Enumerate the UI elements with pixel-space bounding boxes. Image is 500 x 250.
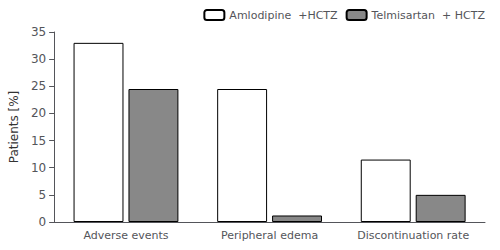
svg-text:Discontinuation rate: Discontinuation rate <box>357 229 469 242</box>
svg-text:30: 30 <box>31 52 46 66</box>
svg-text:5: 5 <box>39 188 47 202</box>
svg-text:20: 20 <box>31 106 46 120</box>
svg-text:15: 15 <box>31 134 46 148</box>
svg-text:Patients [%]: Patients [%] <box>7 91 21 164</box>
svg-text:35: 35 <box>31 25 46 39</box>
svg-text:Adverse events: Adverse events <box>83 229 168 242</box>
svg-text:Amlodipine +HCTZ: Amlodipine +HCTZ <box>229 9 338 22</box>
svg-text:Peripheral edema: Peripheral edema <box>221 229 318 242</box>
svg-text:25: 25 <box>31 79 46 93</box>
svg-text:0: 0 <box>39 215 47 229</box>
svg-text:Telmisartan + HCTZ: Telmisartan + HCTZ <box>371 9 486 22</box>
svg-text:10: 10 <box>31 161 46 175</box>
